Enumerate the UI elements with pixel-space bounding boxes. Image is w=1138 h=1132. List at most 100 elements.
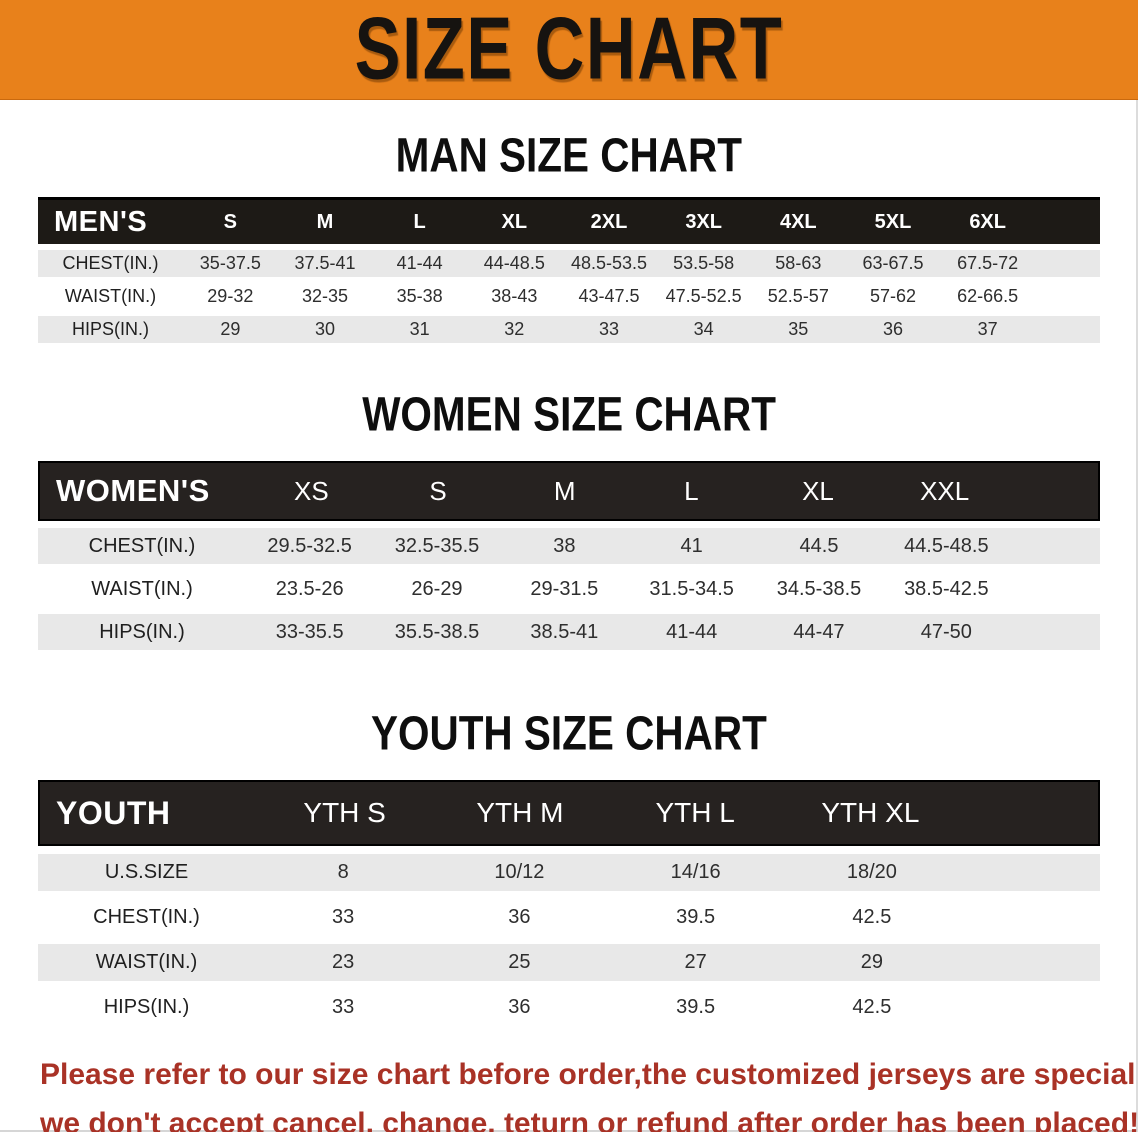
table-row: CHEST(IN.) 35-37.5 37.5-41 41-44 44-48.5 48.5… (38, 250, 1100, 277)
size-value: 35.5-38.5 (394, 620, 480, 643)
size-value: 35-37.5 (199, 253, 261, 273)
size-value: 41 (680, 534, 703, 557)
size-column-header: 3XL (685, 210, 722, 233)
notice-line-2: we don't accept cancel, change, teturn o… (40, 1107, 1138, 1132)
size-value: 34 (693, 319, 714, 339)
order-notice: Please refer to our size chart before or… (40, 1050, 1138, 1132)
size-value: 32-35 (301, 286, 349, 306)
size-column-header: 4XL (779, 210, 817, 233)
row-label: U.S.SIZE (104, 861, 189, 883)
row-label: HIPS(IN.) (99, 620, 185, 643)
size-value: 29-31.5 (530, 577, 599, 600)
table-row: WAIST(IN.) 23.5-26 26-29 29-31.5 31.5-34.5 34… (38, 571, 1100, 607)
size-value: 32.5-35.5 (394, 534, 480, 557)
youth-table-header: YOUTH YTH S YTH M YTH L YTH XL (38, 780, 1100, 846)
size-value: 43-47.5 (578, 286, 640, 306)
row-label: HIPS(IN.) (71, 319, 149, 339)
size-value: 29 (220, 319, 241, 339)
men-section-heading-text: MAN SIZE CHART (395, 127, 743, 183)
size-column-header: 6XL (969, 210, 1006, 233)
table-row: WAIST(IN.) 23 25 27 29 (38, 944, 1100, 981)
size-value: 42.5 (852, 906, 892, 928)
size-value: 29.5-32.5 (267, 534, 352, 557)
size-value: 29-32 (207, 286, 254, 306)
size-value: 38 (553, 534, 576, 557)
youth-size-table: YOUTH YTH S YTH M YTH L YTH XL U.S.SIZE 8 10/12… (38, 780, 1100, 1026)
women-section-heading-text: WOMEN SIZE CHART (362, 386, 776, 442)
banner: SIZE CHART (0, 0, 1138, 100)
men-section: MAN SIZE CHART MEN'S S M L XL 2XL 3XL 4XL 5XL 6XL… (0, 100, 1138, 343)
size-value: 25 (508, 951, 531, 973)
size-value: 62-66.5 (957, 286, 1019, 306)
size-column-header: L (684, 475, 699, 506)
table-row: HIPS(IN.) 33 36 39.5 42.5 (38, 989, 1100, 1026)
size-value: 10/12 (494, 861, 545, 883)
size-value: 29 (860, 951, 883, 973)
size-value: 41-44 (396, 253, 443, 273)
size-value: 42.5 (852, 996, 892, 1018)
youth-section-heading: YOUTH SIZE CHART (0, 650, 1138, 760)
size-value: 63-67.5 (862, 253, 924, 273)
size-value: 32 (504, 319, 525, 339)
size-column-header: 2XL (590, 210, 628, 233)
size-value: 36 (508, 996, 531, 1018)
size-value: 53.5-58 (673, 253, 735, 273)
men-table-header: MEN'S S M L XL 2XL 3XL 4XL 5XL 6XL (38, 197, 1100, 244)
row-label: CHEST(IN.) (88, 534, 196, 557)
size-value: 58-63 (775, 253, 822, 273)
men-header-label: MEN'S (54, 205, 148, 238)
banner-title: SIZE CHART (354, 0, 784, 98)
size-value: 44.5 (799, 534, 839, 557)
size-column-header: S (223, 210, 237, 233)
size-column-header: L (413, 210, 426, 233)
youth-section: YOUTH SIZE CHART YOUTH YTH S YTH M YTH L YTH… (0, 650, 1138, 1026)
size-value: 36 (882, 319, 903, 339)
size-charts: MAN SIZE CHART MEN'S S M L XL 2XL 3XL 4XL 5XL 6XL… (0, 100, 1138, 1026)
youth-header-label: YOUTH (56, 794, 171, 831)
size-value: 39.5 (676, 996, 716, 1018)
size-value: 23 (332, 951, 355, 973)
size-value: 44-48.5 (483, 253, 545, 273)
size-value: 41-44 (666, 620, 718, 643)
size-column-header: XL (501, 210, 528, 233)
women-section-heading: WOMEN SIZE CHART (0, 343, 1138, 441)
size-value: 38.5-41 (530, 620, 599, 643)
size-column-header: YTH L (655, 797, 735, 828)
size-value: 33-35.5 (275, 620, 344, 643)
women-size-table: WOMEN'S XS S M L XL XXL CHEST(IN.) 29.5-32.5 32.5… (38, 461, 1100, 650)
size-column-header: XXL (920, 475, 970, 506)
size-column-header: XS (293, 475, 329, 506)
women-section: WOMEN SIZE CHART WOMEN'S XS S M L XL XXL CHEST(… (0, 343, 1138, 650)
table-row: HIPS(IN.) 29 30 31 32 33 34 35 36 37 (38, 316, 1100, 343)
row-label: HIPS(IN.) (103, 996, 190, 1018)
size-column-header: M (553, 475, 576, 506)
men-size-table: MEN'S S M L XL 2XL 3XL 4XL 5XL 6XL CHEST(IN.) 35-37… (38, 197, 1100, 343)
size-value: 27 (684, 951, 707, 973)
size-column-header: YTH M (476, 797, 564, 828)
size-value: 14/16 (670, 861, 721, 883)
size-value: 39.5 (676, 906, 716, 928)
size-value: 33 (332, 906, 355, 928)
row-label: CHEST(IN.) (93, 906, 200, 928)
table-row: CHEST(IN.) 33 36 39.5 42.5 (38, 899, 1100, 936)
table-row: U.S.SIZE 8 10/12 14/16 18/20 (38, 854, 1100, 891)
youth-section-heading-text: YOUTH SIZE CHART (371, 705, 767, 761)
size-value: 31.5-34.5 (649, 577, 734, 600)
size-value: 36 (508, 906, 531, 928)
size-value: 47-50 (920, 620, 972, 643)
table-row: CHEST(IN.) 29.5-32.5 32.5-35.5 38 41 44.5 44.5… (38, 528, 1100, 564)
size-value: 38-43 (491, 286, 538, 306)
row-label: WAIST(IN.) (91, 577, 193, 600)
size-value: 37 (977, 319, 998, 339)
size-column-header: 5XL (874, 210, 912, 233)
women-header-label: WOMEN'S (56, 473, 210, 508)
row-label: WAIST(IN.) (64, 286, 157, 306)
size-value: 18/20 (846, 861, 897, 883)
size-value: 33 (598, 319, 619, 339)
size-value: 52.5-57 (767, 286, 829, 306)
size-value: 37.5-41 (294, 253, 356, 273)
size-value: 38.5-42.5 (904, 577, 989, 600)
size-value: 30 (314, 319, 335, 339)
size-value: 34.5-38.5 (776, 577, 862, 600)
